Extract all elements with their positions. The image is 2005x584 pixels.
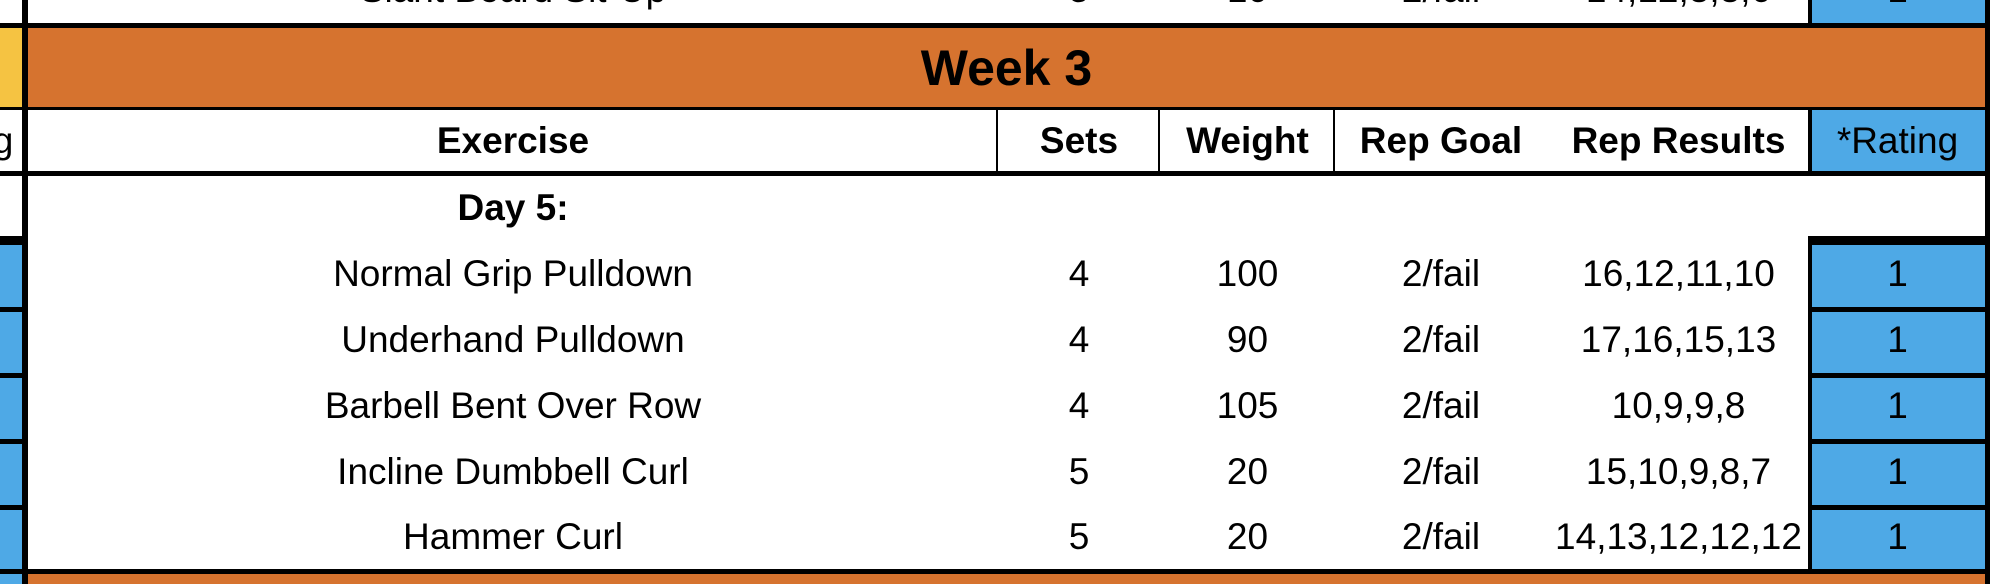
row-cell: 5 xyxy=(1068,451,1090,492)
border xyxy=(0,505,26,510)
row-cell: 5 xyxy=(1068,516,1090,557)
week-band xyxy=(28,28,1985,107)
border xyxy=(1810,240,1985,245)
day-label: Day 5: xyxy=(457,187,569,228)
border xyxy=(22,0,28,584)
previous-row-cell: 10 xyxy=(1160,0,1335,23)
border xyxy=(1808,0,1812,23)
border xyxy=(0,373,26,378)
exercise-name: Incline Dumbbell Curl xyxy=(337,451,689,492)
column-header: Weight xyxy=(1186,119,1309,161)
column-header: *Rating xyxy=(1810,110,1985,171)
left-strip-blue xyxy=(0,373,26,439)
row-cell: 15,10,9,8,7 xyxy=(1585,451,1772,492)
border xyxy=(996,110,998,171)
border xyxy=(0,236,26,240)
exercise-name: Normal Grip Pulldown xyxy=(333,252,693,294)
row-cell: 2/fail xyxy=(1401,451,1481,492)
left-strip-blue xyxy=(0,240,26,307)
column-header: Exercise xyxy=(436,119,590,161)
left-strip-blue xyxy=(0,505,26,569)
border xyxy=(0,107,1990,110)
border xyxy=(1158,110,1160,171)
border xyxy=(0,23,1990,28)
left-strip-yellow xyxy=(0,28,26,107)
border xyxy=(1808,110,1812,171)
row-cell: 20 xyxy=(1226,516,1269,557)
row-cell: 17,16,15,13 xyxy=(1580,319,1777,360)
left-strip-blue xyxy=(0,439,26,505)
row-cell: 2/fail xyxy=(1401,319,1481,360)
next-week-band xyxy=(28,574,1985,584)
row-cell: 1 xyxy=(1810,307,1985,373)
row-cell: 105 xyxy=(1216,385,1279,426)
exercise-name: Underhand Pulldown xyxy=(341,319,685,360)
border xyxy=(1333,110,1335,171)
week-title: Week 3 xyxy=(920,39,1093,96)
column-header: Rep Results xyxy=(1571,119,1786,161)
previous-row-cell: 1 xyxy=(1810,0,1985,23)
row-cell: 2/fail xyxy=(1401,385,1481,426)
row-cell: 14,13,12,12,12 xyxy=(1555,516,1802,557)
row-cell: 1 xyxy=(1810,505,1985,569)
border xyxy=(1808,236,1812,574)
left-strip-blue xyxy=(0,307,26,373)
exercise-name: Barbell Bent Over Row xyxy=(324,385,702,426)
border xyxy=(0,171,1990,176)
row-cell: 4 xyxy=(1068,319,1090,360)
border xyxy=(1810,307,1985,312)
previous-row-cell: 14,12,8,8,6 xyxy=(1547,0,1810,23)
previous-row-cell: 5 xyxy=(998,0,1160,23)
border xyxy=(0,240,26,245)
previous-row-cell: Slant Board Sit-Up xyxy=(28,0,998,23)
row-cell: 2/fail xyxy=(1401,516,1481,557)
border xyxy=(0,569,1990,574)
row-cell: 1 xyxy=(1810,240,1985,307)
border xyxy=(1810,439,1985,444)
border xyxy=(1985,0,1990,584)
border xyxy=(0,439,26,444)
row-cell: 1 xyxy=(1810,373,1985,439)
row-cell: 4 xyxy=(1068,385,1090,426)
row-cell: 4 xyxy=(1068,252,1090,294)
border xyxy=(1810,505,1985,510)
left-fragment: g xyxy=(0,119,14,161)
row-cell: 20 xyxy=(1226,451,1269,492)
row-cell: 1 xyxy=(1810,439,1985,505)
border xyxy=(0,307,26,312)
left-strip-bottom xyxy=(0,574,26,584)
row-cell: 100 xyxy=(1216,252,1279,294)
border xyxy=(1810,373,1985,378)
column-header: Sets xyxy=(1039,119,1119,161)
row-cell: 10,9,9,8 xyxy=(1611,385,1746,426)
previous-row-cell: 2/fail xyxy=(1335,0,1547,23)
border xyxy=(1810,236,1985,240)
exercise-name: Hammer Curl xyxy=(403,516,623,557)
row-cell: 16,12,11,10 xyxy=(1582,252,1775,294)
row-cell: 2/fail xyxy=(1401,252,1481,294)
column-header: Rep Goal xyxy=(1359,119,1523,161)
row-cell: 90 xyxy=(1226,319,1269,360)
